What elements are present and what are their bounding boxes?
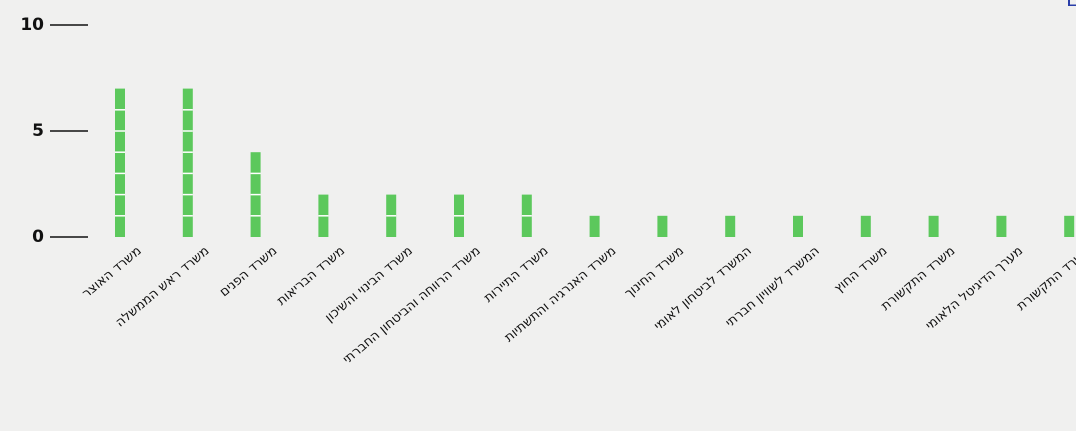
- x-tick-label: משרד הפנים: [217, 244, 280, 300]
- bar: [793, 215, 803, 237]
- bar: [657, 215, 668, 237]
- bar: [589, 215, 600, 237]
- bar: [1064, 215, 1075, 237]
- y-tick-label: 0: [32, 227, 44, 247]
- bar: [182, 88, 193, 237]
- x-tick-label: משרד החינוך: [622, 244, 687, 302]
- x-tick-label: משרד האנרגיה והתשתיות: [502, 244, 619, 346]
- bar: [996, 215, 1007, 237]
- x-tick-label: משרד הרווחה והביטחון החברתי: [340, 244, 483, 368]
- x-tick-label: משרד הבריאות: [274, 244, 348, 309]
- bar: [928, 215, 939, 237]
- bar: [725, 215, 736, 237]
- bar: [860, 215, 871, 237]
- y-tick-label: 10: [20, 15, 44, 35]
- y-tick-label: 5: [32, 121, 44, 141]
- bar: [115, 88, 125, 237]
- x-tick-label: משרד האוצר: [79, 244, 144, 302]
- chart-title: החלטות ממשלה לפי משרדים ומנכ"לים: [1066, 0, 1076, 12]
- x-tick-label: משרד התיירות: [481, 244, 551, 306]
- x-tick-label: משרד החוץ: [832, 244, 891, 297]
